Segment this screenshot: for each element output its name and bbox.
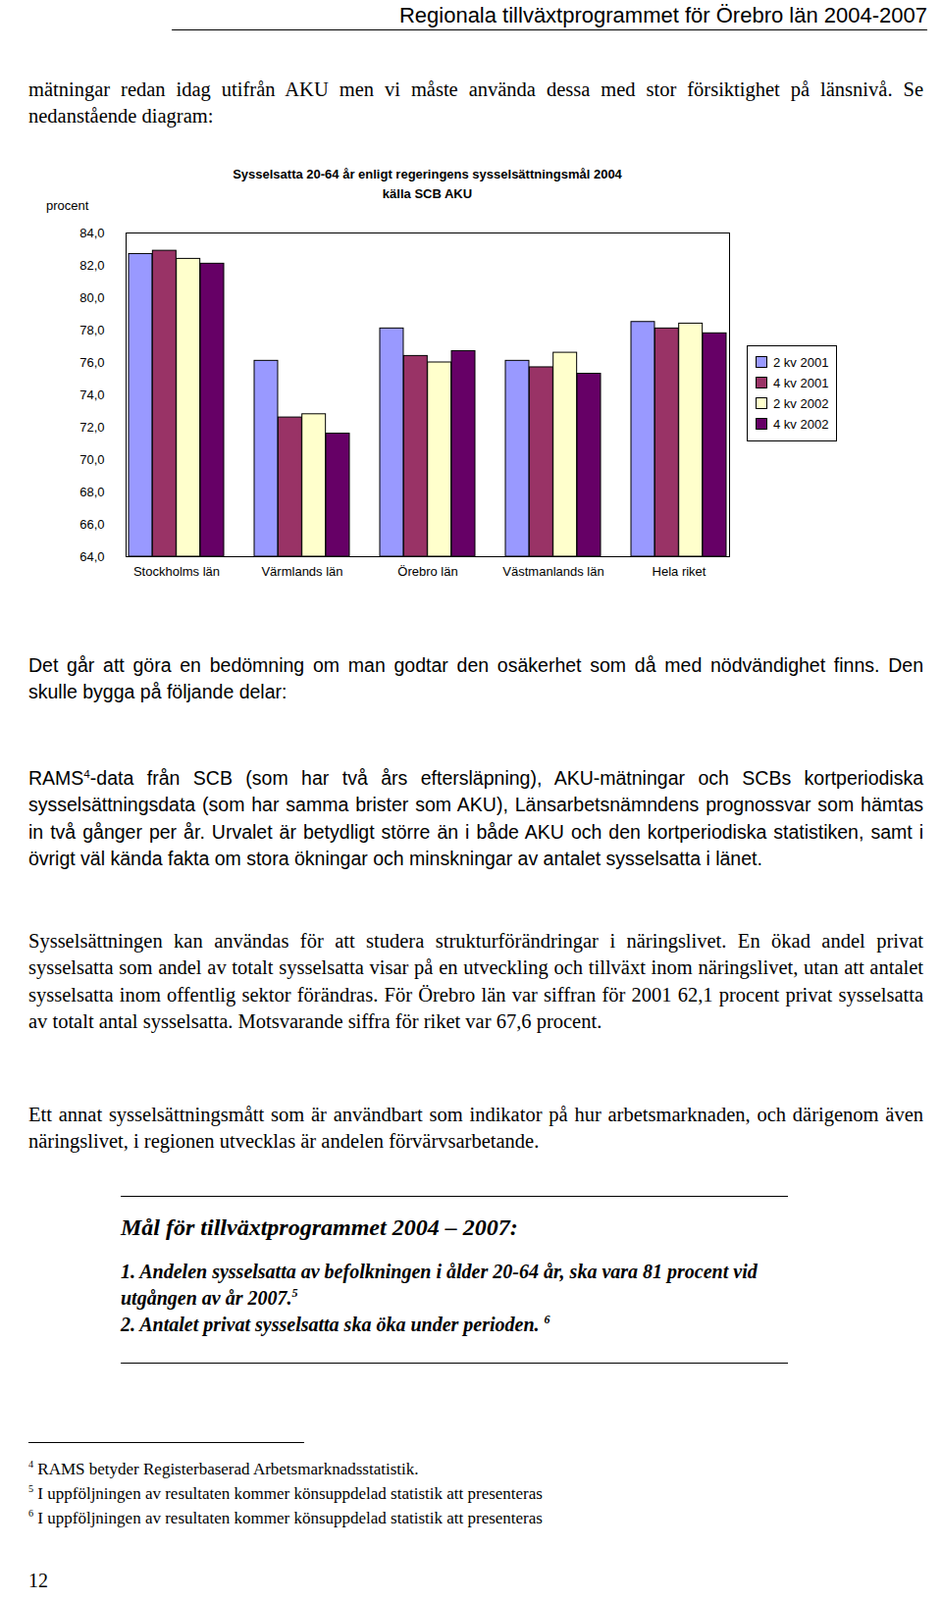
html-text:1. Andelen sysselsatta av befo: 1. Andelen sysselsatta av befolkningen i… — [120, 1260, 758, 1309]
html-text:Ett annat sysselsättningsmått: Ett annat sysselsättningsmått som är anv… — [28, 1103, 924, 1153]
svg-text:70,0: 70,0 — [79, 452, 105, 468]
html-text:Regionala tillväxtprogrammet f: Regionala tillväxtprogrammet för Örebro … — [399, 2, 928, 28]
svg-text:68,0: 68,0 — [79, 484, 105, 500]
html-text:4 kv 2002: 4 kv 2002 — [773, 417, 829, 432]
html-text:procent: procent — [46, 198, 89, 213]
html-text:Sysselsatta 20-64 år enligt re: Sysselsatta 20-64 år enligt regeringens … — [232, 166, 622, 182]
html-text:4 kv 2001: 4 kv 2001 — [773, 375, 829, 391]
svg-text:Västmanlands län: Västmanlands län — [502, 564, 604, 579]
svg-text:76,0: 76,0 — [79, 355, 105, 370]
html-text:12: 12 — [28, 1570, 49, 1592]
html-text:2. Antalet privat sysselsatta: 2. Antalet privat sysselsatta ska öka un… — [120, 1313, 550, 1336]
html-text:6I uppföljningen av resultaten: 6I uppföljningen av resultaten kommer kö… — [28, 1508, 543, 1528]
html-text:2 kv 2002: 2 kv 2002 — [773, 396, 829, 412]
svg-text:84,0: 84,0 — [79, 225, 105, 241]
html-text:5I uppföljningen av resultaten: 5I uppföljningen av resultaten kommer kö… — [28, 1483, 543, 1504]
svg-text:Örebro län: Örebro län — [397, 564, 458, 579]
svg-text:64,0: 64,0 — [79, 549, 105, 565]
html-text:källa SCB AKU: källa SCB AKU — [382, 186, 473, 202]
svg-text:66,0: 66,0 — [79, 517, 105, 532]
svg-text:82,0: 82,0 — [79, 258, 105, 273]
html-text:Mål för tillväxtprogrammet 200: Mål för tillväxtprogrammet 2004 – 2007: — [120, 1214, 518, 1241]
svg-text:72,0: 72,0 — [79, 419, 105, 435]
svg-text:Stockholms län: Stockholms län — [133, 564, 220, 579]
svg-text:78,0: 78,0 — [79, 322, 105, 338]
svg-text:80,0: 80,0 — [79, 290, 105, 306]
svg-text:74,0: 74,0 — [79, 387, 105, 403]
html-text:Sysselsättningen kan användas: Sysselsättningen kan användas för att st… — [28, 930, 924, 1033]
html-text:2 kv 2001: 2 kv 2001 — [773, 355, 829, 370]
svg-text:Värmlands län: Värmlands län — [261, 564, 343, 579]
html-text:4RAMS betyder Registerbaserad: 4RAMS betyder Registerbaserad Arbetsmark… — [28, 1459, 419, 1479]
html-text:mätningar redan idag utifrån A: mätningar redan idag utifrån AKU men vi … — [28, 78, 924, 127]
html-text:RAMS4-data från SCB (som har t: RAMS4-data från SCB (som har två års eft… — [28, 766, 924, 870]
html-text:Det går att göra en bedömning: Det går att göra en bedömning om man god… — [28, 654, 924, 703]
svg-text:Hela riket: Hela riket — [652, 564, 707, 579]
